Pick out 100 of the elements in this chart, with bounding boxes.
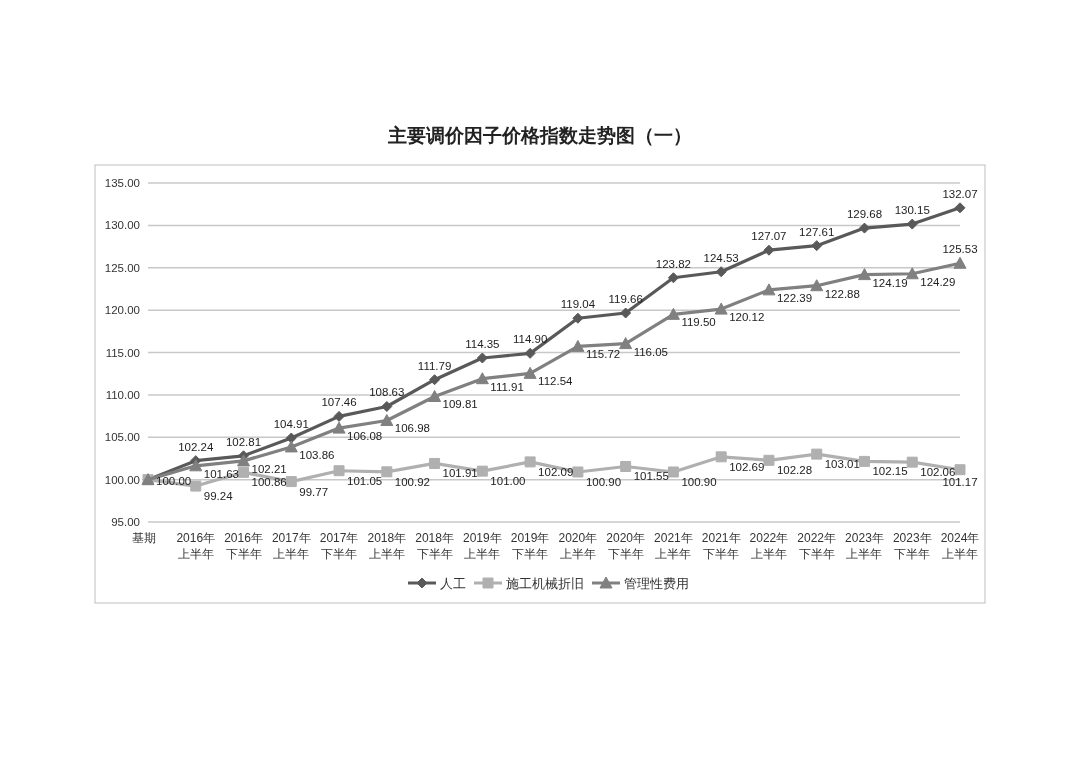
point — [381, 400, 393, 412]
data-label: 123.82 — [655, 257, 692, 270]
y-tick-label: 115.00 — [105, 346, 140, 359]
point — [762, 283, 776, 296]
point — [190, 480, 202, 492]
x-tick-label: 2017年下半年 — [319, 531, 359, 561]
data-label: 100.92 — [394, 475, 431, 488]
data-label: 106.98 — [394, 422, 431, 435]
data-label: 102.28 — [776, 464, 813, 477]
point — [811, 240, 823, 252]
point — [428, 389, 442, 402]
data-label: 115.72 — [585, 348, 621, 361]
x-tick-label: 2018年上半年 — [367, 531, 407, 561]
point — [954, 464, 966, 476]
x-tick-label: 2021年下半年 — [701, 531, 741, 561]
x-tick-label: 2020年上半年 — [558, 531, 598, 561]
y-tick-label: 95.00 — [111, 516, 140, 528]
point — [905, 267, 919, 280]
legend-label: 施工机械折旧 — [506, 576, 584, 591]
x-tick-label: 2020年下半年 — [606, 531, 645, 561]
data-label: 114.90 — [512, 333, 548, 346]
point — [524, 456, 536, 468]
point — [763, 454, 775, 466]
point — [285, 432, 297, 444]
point — [715, 266, 727, 278]
data-label: 100.00 — [156, 474, 192, 487]
data-label: 101.00 — [490, 475, 526, 488]
data-label: 102.24 — [178, 440, 214, 453]
point — [238, 466, 250, 478]
data-label: 119.50 — [681, 316, 716, 329]
point — [763, 244, 775, 256]
data-label: 101.63 — [203, 467, 239, 480]
data-label: 102.81 — [225, 435, 262, 448]
data-label: 108.63 — [369, 386, 405, 399]
y-tick-label: 130.00 — [104, 219, 140, 232]
point — [714, 302, 728, 315]
data-label: 102.15 — [872, 465, 908, 478]
data-label: 119.66 — [608, 293, 643, 306]
data-label: 101.55 — [633, 470, 669, 483]
y-tick-label: 125.00 — [104, 261, 140, 274]
x-tick-label: 基期 — [132, 531, 156, 545]
data-label: 102.09 — [538, 465, 574, 478]
x-tick-label: 2024年上半年 — [940, 531, 980, 561]
y-tick-label: 105.00 — [104, 431, 140, 444]
data-label: 127.07 — [751, 230, 787, 243]
point — [810, 279, 824, 292]
data-label: 101.91 — [442, 467, 478, 480]
data-label: 104.91 — [273, 418, 309, 431]
data-label: 129.68 — [846, 208, 883, 221]
point — [666, 307, 680, 320]
point — [332, 421, 346, 434]
chart-title: 主要调价因子价格指数走势图（一） — [387, 125, 692, 146]
data-label: 116.05 — [633, 345, 668, 358]
point — [811, 448, 823, 460]
point — [476, 465, 488, 477]
point — [524, 347, 536, 359]
x-tick-label: 2019年上半年 — [463, 531, 502, 561]
point — [954, 202, 966, 214]
data-label: 127.61 — [799, 225, 835, 238]
data-label: 109.81 — [442, 398, 478, 411]
x-tick-label: 2016年下半年 — [224, 531, 263, 561]
data-label: 102.21 — [251, 462, 287, 475]
point — [953, 256, 967, 269]
point — [667, 272, 679, 284]
data-label: 107.46 — [321, 396, 357, 409]
point — [237, 454, 251, 467]
data-label: 120.12 — [729, 311, 765, 324]
data-label: 124.19 — [872, 276, 908, 289]
point — [620, 307, 632, 319]
point — [572, 466, 584, 478]
data-label: 122.88 — [824, 287, 860, 300]
point — [523, 366, 537, 379]
data-label: 111.79 — [417, 359, 452, 372]
point — [475, 372, 489, 385]
y-tick-label: 135.00 — [104, 177, 140, 189]
y-tick-label: 110.00 — [105, 388, 140, 401]
point — [429, 374, 441, 386]
data-label: 101.05 — [347, 474, 383, 487]
data-label: 100.90 — [585, 476, 622, 488]
data-label: 100.86 — [251, 476, 287, 489]
data-label: 99.24 — [203, 490, 234, 503]
data-label: 100.90 — [681, 476, 717, 488]
x-tick-label: 2019年下半年 — [510, 531, 550, 561]
data-label: 114.35 — [465, 338, 500, 351]
data-label: 132.07 — [942, 187, 978, 200]
x-tick-label: 2021年上半年 — [654, 531, 693, 561]
point — [858, 222, 870, 234]
point — [429, 457, 441, 469]
data-label: 112.54 — [538, 375, 574, 388]
point — [189, 459, 203, 472]
point — [619, 337, 633, 350]
legend-label: 管理性费用 — [624, 576, 689, 591]
data-label: 111.91 — [490, 380, 524, 393]
data-label: 124.53 — [703, 251, 739, 264]
data-label: 102.69 — [729, 460, 765, 473]
x-tick-label: 2016年上半年 — [176, 531, 216, 561]
x-tick-label: 2023年下半年 — [892, 531, 932, 561]
data-label: 99.77 — [299, 485, 329, 498]
point — [476, 352, 488, 364]
point — [381, 466, 393, 478]
